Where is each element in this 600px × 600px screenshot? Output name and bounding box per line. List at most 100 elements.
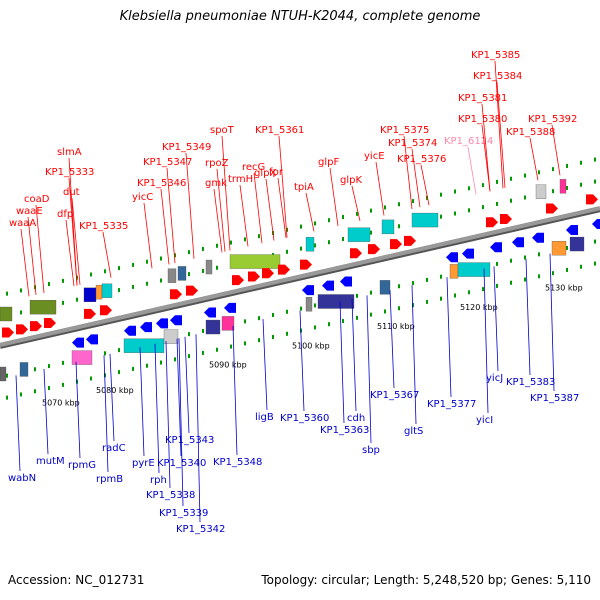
forward-arrow <box>30 321 42 332</box>
tick-mark <box>510 176 512 181</box>
forward-arrow <box>262 268 274 279</box>
tick-mark <box>510 258 512 263</box>
genome-title: Klebsiella pneumoniae NTUH-K2044, comple… <box>119 9 481 24</box>
tick-mark <box>188 272 190 277</box>
tick-mark <box>132 262 134 267</box>
feature-box <box>71 350 93 365</box>
tick-mark <box>440 214 442 219</box>
feature-box <box>123 338 165 353</box>
tick-mark <box>48 364 50 369</box>
reverse-gene-label: radC <box>102 443 126 454</box>
tick-mark <box>356 211 358 216</box>
tick-mark <box>244 319 246 324</box>
tick-mark <box>188 354 190 359</box>
tick-mark <box>524 173 526 178</box>
gene-label-leader <box>143 202 153 269</box>
tick-mark <box>272 334 274 339</box>
gene-label-leader <box>221 135 231 251</box>
tick-mark <box>20 288 22 293</box>
tick-mark <box>76 297 78 302</box>
feature-box <box>381 219 395 235</box>
tick-mark <box>496 179 498 184</box>
tick-mark <box>160 360 162 365</box>
tick-mark <box>538 170 540 175</box>
tick-mark <box>132 366 134 371</box>
forward-gene-label: fpr <box>269 167 284 178</box>
tick-mark <box>580 160 582 165</box>
forward-gene-label: KP1_5384 <box>473 71 522 82</box>
feature-box <box>221 316 235 331</box>
reverse-arrow <box>204 307 216 318</box>
reverse-gene-label: rpmB <box>96 474 123 485</box>
feature-box <box>457 262 491 277</box>
tick-mark <box>538 252 540 257</box>
tick-mark <box>468 186 470 191</box>
feature-box <box>411 212 439 228</box>
forward-arrow <box>390 239 402 250</box>
reverse-gene-label: ligB <box>255 412 274 423</box>
tick-mark <box>468 290 470 295</box>
tick-mark <box>524 277 526 282</box>
tick-mark <box>34 367 36 372</box>
tick-mark <box>286 331 288 336</box>
forward-gene-label: slmA <box>57 147 82 158</box>
tick-mark <box>468 208 470 213</box>
gene-label-leader <box>216 168 226 252</box>
forward-gene-label: KP1_5346 <box>137 178 186 189</box>
forward-arrow <box>404 235 416 246</box>
gene-label-leader <box>277 177 287 238</box>
feature-box <box>305 237 315 252</box>
tick-mark <box>440 274 442 279</box>
forward-arrow <box>248 271 260 282</box>
gene-label-leader <box>109 353 115 442</box>
reverse-arrow <box>340 276 352 287</box>
reverse-gene-label: KP1_5343 <box>165 435 214 446</box>
gene-label-leader <box>165 341 171 489</box>
forward-gene-label: KP1_5349 <box>162 142 211 153</box>
gene-label-leader <box>496 81 506 188</box>
gene-label-leader <box>68 157 78 286</box>
tick-mark <box>496 201 498 206</box>
forward-gene-label: KP1_5347 <box>143 157 192 168</box>
tick-mark <box>48 386 50 391</box>
gene-label-leader <box>154 343 160 474</box>
tick-mark <box>146 259 148 264</box>
tick-mark <box>76 275 78 280</box>
tick-mark <box>146 281 148 286</box>
tick-mark <box>454 211 456 216</box>
tick-mark <box>118 370 120 375</box>
gene-label-leader <box>160 188 170 265</box>
tick-mark <box>104 351 106 356</box>
forward-gene-label: KP1_5374 <box>388 138 437 149</box>
tick-mark <box>272 312 274 317</box>
reverse-gene-label: yicI <box>476 415 493 426</box>
reverse-gene-label: rpmG <box>68 460 96 471</box>
accession-label: Accession: NC_012731 <box>8 573 145 587</box>
tick-mark <box>482 287 484 292</box>
reverse-arrow <box>170 315 182 326</box>
reverse-gene-label: KP1_5339 <box>159 508 208 519</box>
forward-arrow <box>278 264 290 275</box>
scale-label: 5080 kbp <box>96 386 134 395</box>
tick-mark <box>230 240 232 245</box>
tick-mark <box>412 303 414 308</box>
forward-gene-label: KP1_5380 <box>458 114 507 125</box>
forward-gene-label: yicC <box>132 192 153 203</box>
tick-mark <box>286 309 288 314</box>
reverse-arrow <box>124 325 136 336</box>
reverse-arrow <box>322 280 334 291</box>
reverse-gene-label: KP1_5387 <box>530 393 579 404</box>
tick-mark <box>580 264 582 269</box>
tick-mark <box>6 395 8 400</box>
tick-mark <box>202 350 204 355</box>
tick-mark <box>580 182 582 187</box>
tick-mark <box>188 250 190 255</box>
tick-mark <box>118 288 120 293</box>
tick-mark <box>258 234 260 239</box>
tick-mark <box>62 360 64 365</box>
gene-label-leader <box>253 172 263 244</box>
forward-gene-label: rpoZ <box>205 158 229 169</box>
scale-label: 5070 kbp <box>42 398 80 407</box>
reverse-arrow <box>532 232 544 243</box>
forward-arrow <box>44 317 56 328</box>
